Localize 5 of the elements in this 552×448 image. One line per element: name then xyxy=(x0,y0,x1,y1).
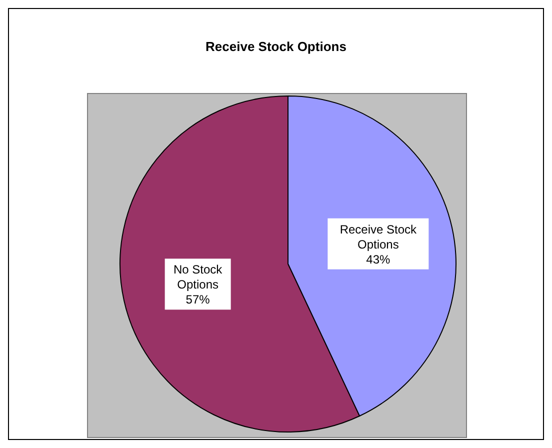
slice-label: No Stock Options xyxy=(173,262,224,292)
chart-title: Receive Stock Options xyxy=(204,39,348,54)
data-label: 57% xyxy=(186,292,210,307)
slice-label: Receive Stock Options xyxy=(340,222,418,252)
data-label: 43% xyxy=(366,252,391,266)
